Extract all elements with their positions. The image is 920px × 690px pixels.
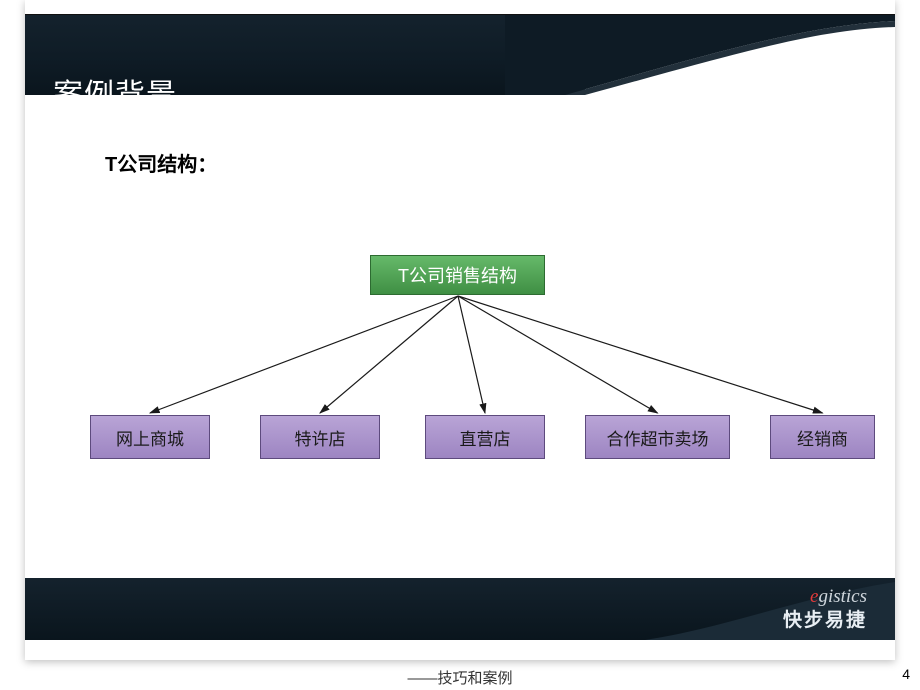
org-child-label: 直营店	[460, 425, 511, 450]
brand-logo-rest: gistics	[818, 586, 867, 607]
slide: 案例背景 T公司结构： T公司销售结构 网上商城特许店直营店合作超市卖场经销商 …	[25, 0, 895, 660]
org-child-node: 经销商	[770, 415, 875, 459]
org-child-label: 经销商	[797, 425, 848, 450]
header-band: 案例背景	[25, 15, 895, 95]
footer-band	[25, 578, 895, 640]
org-child-node: 直营店	[425, 415, 545, 459]
org-child-node: 特许店	[260, 415, 380, 459]
caption-line: ——技巧和案例	[0, 670, 920, 688]
slide-subtitle: T公司结构：	[105, 148, 217, 177]
org-child-label: 网上商城	[116, 425, 184, 450]
org-child-node: 合作超市卖场	[585, 415, 730, 459]
header-swoosh	[505, 15, 895, 95]
org-child-label: 特许店	[295, 425, 346, 450]
brand-logo-cn: 快步易捷	[783, 605, 867, 632]
org-root-node: T公司销售结构	[370, 255, 545, 295]
org-root-label: T公司销售结构	[398, 262, 517, 288]
org-child-label: 合作超市卖场	[607, 425, 709, 450]
caption-text: ——技巧和案例	[407, 670, 512, 687]
slide-title: 案例背景	[53, 70, 177, 114]
org-child-node: 网上商城	[90, 415, 210, 459]
